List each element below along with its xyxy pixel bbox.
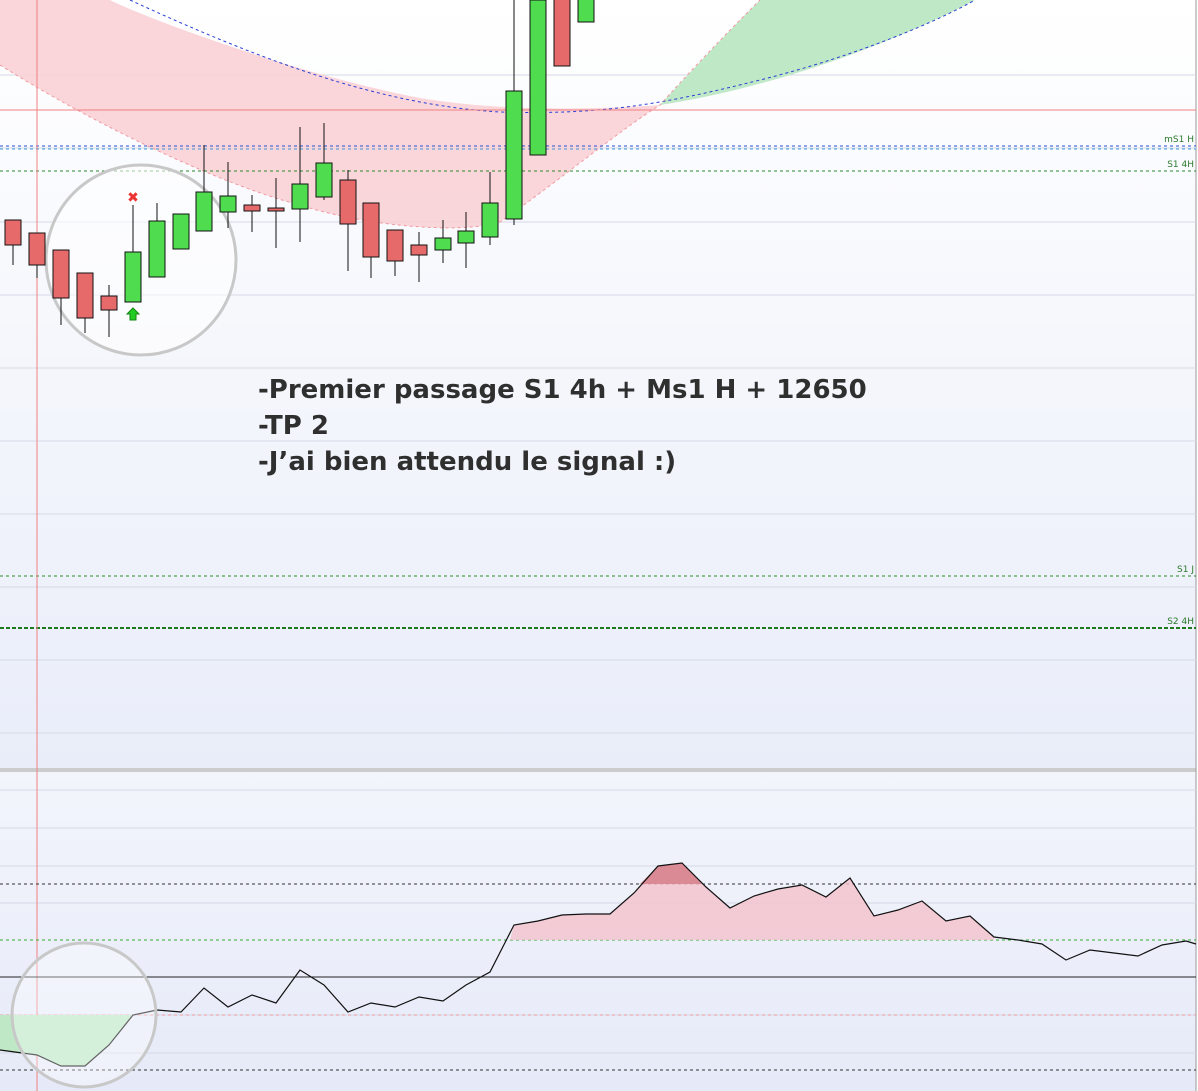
oversold-fill [0, 1015, 133, 1066]
candle-body [457, 230, 475, 244]
buy-arrow [125, 307, 141, 321]
green-band [660, 0, 975, 105]
indicator-line [0, 862, 1197, 1067]
highlight [10, 941, 158, 1089]
candle-body [195, 191, 213, 232]
candle-body [553, 0, 571, 67]
candle-body [386, 229, 404, 262]
candle-body [315, 162, 333, 198]
band-edge [129, 0, 976, 114]
level-label: S1 4H [1167, 160, 1194, 170]
candle-body [219, 195, 237, 213]
candle-body [172, 213, 190, 250]
candle-body [267, 207, 285, 212]
candle-body [148, 220, 166, 278]
candle-body [529, 0, 547, 156]
annotation-line: -J’ai bien attendu le signal :) [258, 447, 676, 477]
sell-marker: ✖ [127, 190, 139, 206]
band-edge [0, 0, 761, 229]
candle-body [100, 295, 118, 311]
annotation-line: -TP 2 [258, 411, 329, 441]
candle-body [505, 90, 523, 220]
overbought-fill [510, 863, 994, 940]
candle-body [577, 0, 595, 23]
level-label: S2 4H [1167, 617, 1194, 627]
candle-body [52, 249, 70, 299]
candle-body [291, 183, 309, 210]
candle-body [124, 251, 142, 303]
candle-body [410, 244, 428, 256]
candle-body [362, 202, 380, 258]
candle-body [339, 179, 357, 225]
level-label: mS1 H [1164, 135, 1194, 145]
candle-body [243, 204, 261, 212]
annotation-line: -Premier passage S1 4h + Ms1 H + 12650 [258, 375, 867, 405]
level-label: S1 J [1177, 565, 1194, 575]
candle-body [76, 272, 94, 319]
candle-body [481, 202, 499, 238]
candle-body [28, 232, 46, 266]
candle-body [434, 237, 452, 251]
candle-body [4, 219, 22, 246]
